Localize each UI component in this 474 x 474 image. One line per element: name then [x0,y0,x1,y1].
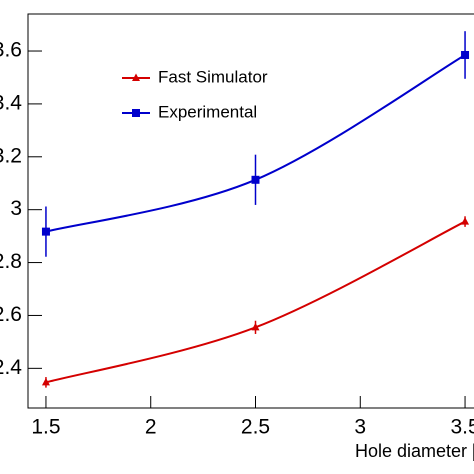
y-tick-label: 3.4 [0,91,22,114]
y-tick-label: 3.2 [0,144,22,167]
marker [41,227,50,236]
marker [461,217,470,225]
x-tick-label: 2.5 [241,416,270,439]
y-tick-label: 2.8 [0,250,22,273]
x-tick-label: 3 [354,416,366,439]
marker [251,175,260,184]
plot-frame [27,13,474,409]
x-tick-label: 2 [145,416,157,439]
y-tick-label: 3 [10,197,22,220]
marker [461,50,470,59]
y-tick-label: 2.6 [0,303,22,326]
legend-label: Fast Simulator [158,67,268,86]
marker [251,322,260,331]
legend-marker [132,109,140,117]
x-tick-label: 1.5 [31,416,60,439]
x-axis-label: Hole diameter [mm] [355,441,474,461]
legend-marker [132,73,140,81]
marker [41,377,50,386]
series-line [45,220,466,384]
y-tick-label: 3.6 [0,39,22,62]
x-tick-label: 3.5 [450,416,474,439]
y-tick-label: 2.4 [0,356,22,379]
legend-label: Experimental [158,102,257,121]
